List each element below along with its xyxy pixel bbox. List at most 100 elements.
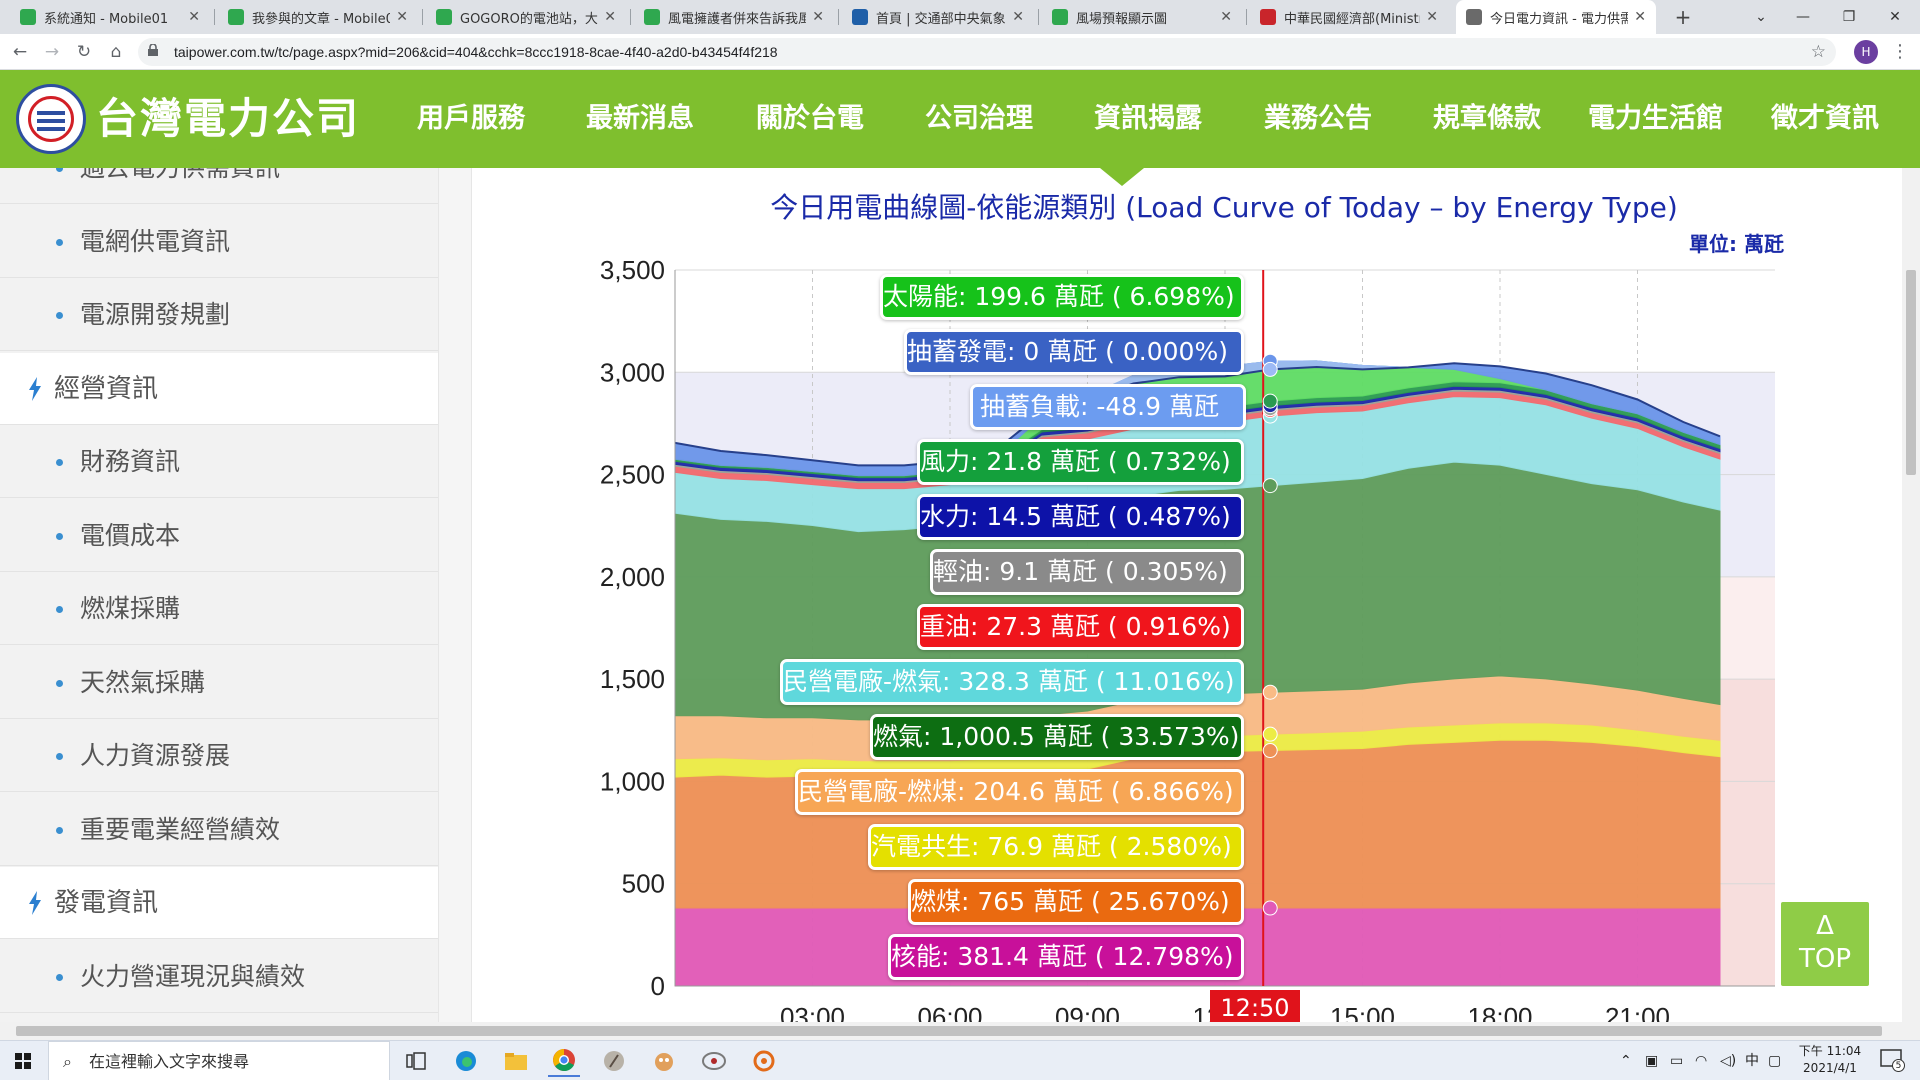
browser-menu-icon[interactable]: ⋮ (1891, 41, 1909, 62)
back-to-top-button[interactable]: Δ TOP (1781, 902, 1869, 986)
nav-item[interactable]: 資訊揭露 (1094, 103, 1202, 134)
tab-close-icon[interactable]: ✕ (1012, 9, 1024, 25)
sidebar-item-label: 電價成本 (80, 520, 181, 550)
sidebar-item-label: 過去電力供需資訊 (80, 168, 280, 204)
home-icon[interactable]: ⌂ (110, 42, 122, 62)
tab-close-icon[interactable]: ✕ (1220, 9, 1232, 25)
tab-separator (1246, 9, 1247, 25)
nav-item[interactable]: 最新消息 (586, 103, 694, 134)
browser-tab[interactable]: 中華民國經濟部(Ministry o ✕ (1250, 0, 1448, 34)
nav-item[interactable]: 用戶服務 (417, 103, 525, 134)
ime-indicator[interactable]: 中 (1745, 1053, 1759, 1069)
taskbar-search-box[interactable]: ⌕ 在這裡輸入文字來搜尋 (48, 1041, 390, 1080)
sidebar-item[interactable]: 電源開發規劃 (0, 279, 438, 351)
hover-point (1262, 726, 1278, 742)
nav-item[interactable]: 業務公告 (1264, 103, 1372, 134)
taipower-logo-icon[interactable] (16, 84, 86, 154)
close-window-icon[interactable]: ✕ (1889, 9, 1901, 25)
system-clock[interactable]: 下午 11:04 2021/4/1 (1790, 1043, 1870, 1077)
sidebar-category[interactable]: 經營資訊 (0, 352, 438, 425)
nav-item[interactable]: 公司治理 (925, 103, 1033, 134)
chart-tooltip: 燃氣: 1,000.5 萬瓩 ( 33.573%) (870, 714, 1244, 760)
tab-separator (838, 9, 839, 25)
horizontal-scrollbar[interactable] (0, 1022, 1920, 1040)
browser-tab-strip: 系統通知 - Mobile01 ✕ 我參與的文章 - Mobile01 ✕ GOGORO… (0, 0, 1920, 34)
x-tick-label: 06:00 (917, 1002, 982, 1022)
battery-icon[interactable]: ▭ (1670, 1053, 1684, 1069)
file-explorer-icon[interactable] (500, 1045, 532, 1077)
address-bar[interactable]: taipower.com.tw/tc/page.aspx?mid=206&cid… (138, 38, 1836, 66)
sidebar-item[interactable]: 人力資源發展 (0, 720, 438, 792)
nav-item[interactable]: 關於台電 (756, 103, 864, 134)
profile-avatar[interactable]: H (1854, 40, 1878, 64)
app-icon-1[interactable] (598, 1045, 630, 1077)
sidebar-item-label: 人力資源發展 (80, 741, 231, 770)
nav-item[interactable]: 徵才資訊 (1771, 103, 1879, 134)
browser-tab[interactable]: 今日電力資訊 - 電力供需資 ✕ (1456, 0, 1656, 34)
sidebar-item[interactable]: 電網供電資訊 (0, 205, 438, 278)
sidebar-item-label: 電網供電資訊 (80, 226, 231, 256)
browser-tab[interactable]: 系統通知 - Mobile01 ✕ (10, 0, 210, 34)
sidebar-divider (438, 168, 472, 1022)
total-load-line (674, 362, 1721, 467)
tray-chevron-icon[interactable]: ⌃ (1620, 1053, 1632, 1069)
tab-close-icon[interactable]: ✕ (396, 9, 408, 25)
new-tab-button[interactable]: + (1674, 5, 1692, 29)
bookmark-star-icon[interactable]: ☆ (1810, 42, 1826, 62)
app-icon-2[interactable] (648, 1045, 680, 1077)
y-tick-label: 500 (622, 869, 665, 899)
chart-tooltip: 抽蓄負載: -48.9 萬瓩 (970, 384, 1246, 430)
reload-icon[interactable]: ↻ (76, 42, 92, 62)
ime-mode-icon[interactable]: ▢ (1768, 1053, 1782, 1069)
forward-icon[interactable]: → (44, 42, 60, 62)
scroll-thumb[interactable] (1906, 270, 1916, 475)
browser-tab[interactable]: 我參與的文章 - Mobile01 ✕ (218, 0, 418, 34)
clock-date: 2021/4/1 (1803, 1061, 1857, 1075)
sidebar-item[interactable]: 火力營運現況與績效 (0, 940, 438, 1013)
tab-close-icon[interactable]: ✕ (1426, 9, 1438, 25)
y-tick-label: 2,000 (600, 562, 665, 592)
volume-icon[interactable]: ◁) (1720, 1053, 1737, 1069)
tab-favicon-icon (436, 9, 452, 25)
site-logo-text[interactable]: 台灣電力公司 (96, 94, 361, 143)
minimize-icon[interactable]: — (1796, 9, 1810, 25)
nav-item[interactable]: 電力生活館 (1588, 103, 1723, 134)
tab-close-icon[interactable]: ✕ (1634, 9, 1646, 25)
tab-close-icon[interactable]: ✕ (604, 9, 616, 25)
scroll-thumb[interactable] (16, 1026, 1882, 1036)
y-tick-label: 0 (651, 971, 665, 1001)
chrome-icon[interactable] (548, 1045, 580, 1077)
tab-title: 風電擁護者併來告訴我風電 (668, 11, 807, 27)
task-view-icon[interactable] (400, 1045, 432, 1077)
browser-tab[interactable]: 風電擁護者併來告訴我風電 ✕ (634, 0, 834, 34)
sidebar-item[interactable]: 重要電業經營績效 (0, 793, 438, 866)
search-placeholder: 在這裡輸入文字來搜尋 (89, 1052, 250, 1071)
sidebar-item[interactable]: 電價成本 (0, 499, 438, 572)
sidebar-category[interactable]: 發電資訊 (0, 867, 438, 939)
sidebar-item-label: 財務資訊 (80, 447, 181, 476)
tab-close-icon[interactable]: ✕ (812, 9, 824, 25)
notification-center-icon[interactable]: 5 (1880, 1049, 1905, 1072)
edge-icon[interactable] (450, 1045, 482, 1077)
bullet-dot-icon (56, 826, 63, 834)
sidebar-item[interactable]: 天然氣採購 (0, 646, 438, 719)
nav-item[interactable]: 規章條款 (1433, 103, 1541, 134)
sidebar-item-label: 電源開發規劃 (80, 300, 231, 329)
tab-search-icon[interactable]: ⌄ (1755, 9, 1767, 25)
vertical-scrollbar[interactable] (1902, 168, 1920, 1022)
browser-tab[interactable]: GOGORO的電池站，大數 ✕ (426, 0, 626, 34)
browser-tab[interactable]: 首頁 | 交通部中央氣象局 ✕ (842, 0, 1034, 34)
tab-close-icon[interactable]: ✕ (188, 9, 200, 25)
hover-point (1262, 361, 1278, 377)
sidebar-item[interactable]: 燃煤採購 (0, 573, 438, 645)
back-icon[interactable]: ← (12, 42, 28, 62)
app-icon-3[interactable] (698, 1045, 730, 1077)
wifi-icon[interactable]: ◠ (1695, 1053, 1708, 1069)
restore-icon[interactable]: ❐ (1842, 9, 1856, 25)
tray-app-icon[interactable]: ▣ (1645, 1053, 1659, 1069)
browser-tab[interactable]: 風場預報顯示圖 ✕ (1042, 0, 1242, 34)
sidebar-item[interactable]: 財務資訊 (0, 426, 438, 498)
sidebar-item[interactable]: 過去電力供需資訊 (0, 168, 438, 204)
windows-start-icon[interactable] (0, 1041, 46, 1080)
app-icon-4[interactable] (748, 1045, 780, 1077)
